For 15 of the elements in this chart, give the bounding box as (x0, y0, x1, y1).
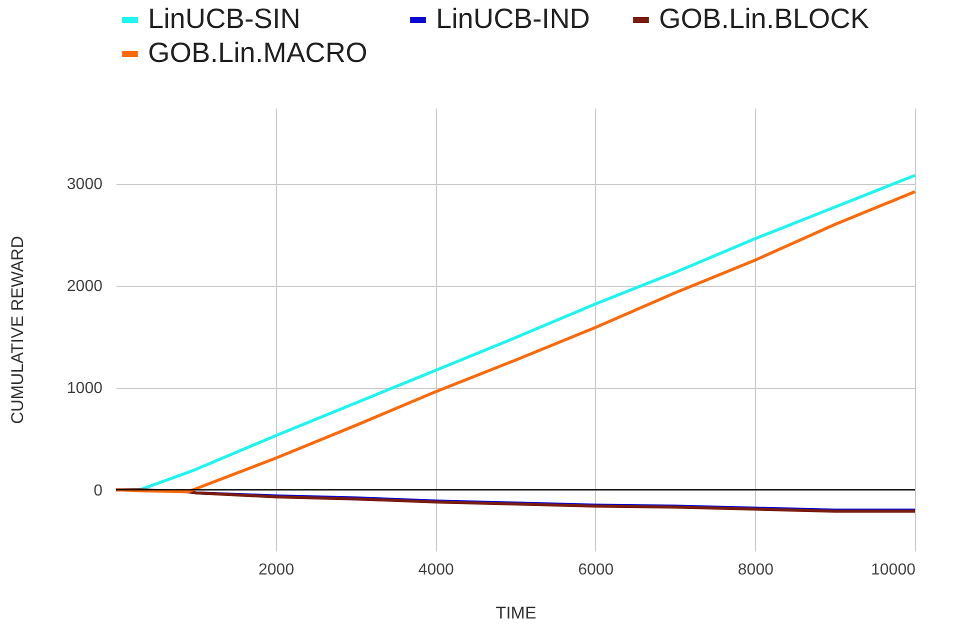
x-axis-title: TIME (496, 604, 536, 622)
x-tick-label: 8000 (738, 562, 774, 578)
y-tick-label: 0 (94, 482, 103, 500)
y-tick-label: 3000 (66, 176, 103, 194)
x-tick-label: 6000 (578, 562, 614, 578)
legend-label: LinUCB-IND (436, 3, 590, 34)
legend-label: GOB.Lin.BLOCK (659, 3, 870, 34)
x-tick-label: 10000 (871, 562, 916, 578)
y-tick-label: 1000 (66, 380, 103, 398)
legend-label: LinUCB-SIN (148, 3, 300, 34)
legend-label: GOB.Lin.MACRO (148, 37, 368, 68)
y-axis-title: CUMULATIVE REWARD (8, 236, 27, 424)
y-tick-label: 2000 (66, 278, 103, 296)
x-tick-label: 2000 (258, 562, 294, 578)
x-tick-label: 4000 (418, 562, 454, 578)
